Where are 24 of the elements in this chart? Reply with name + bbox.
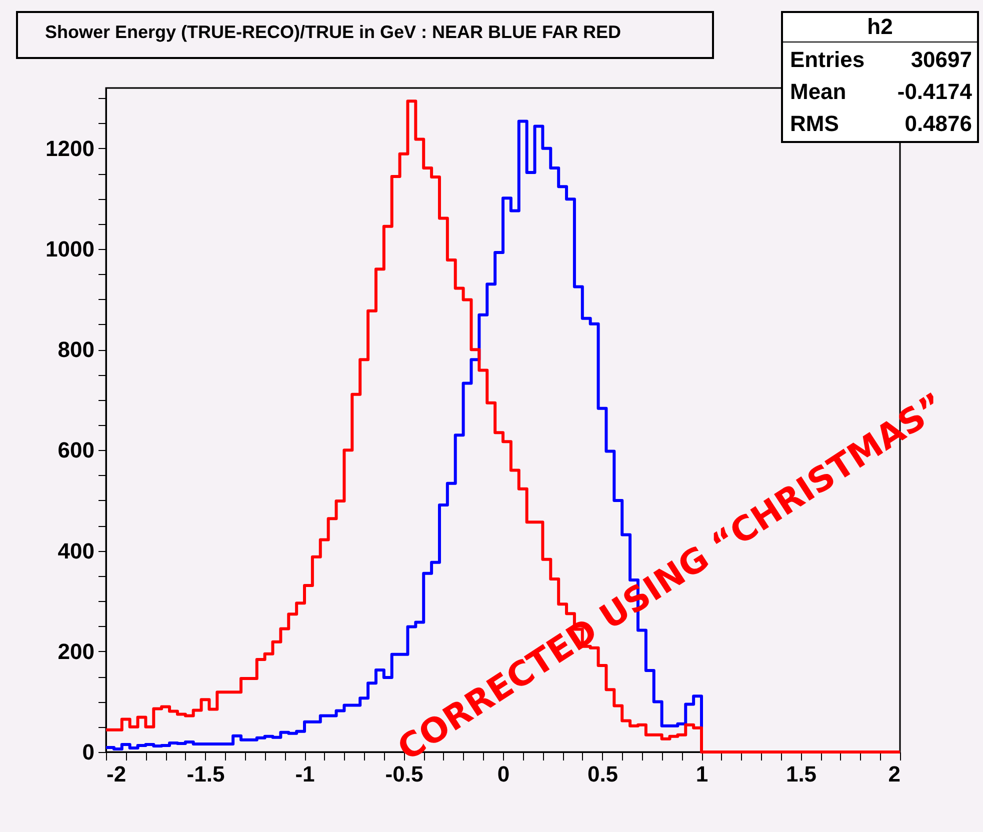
text: Entries bbox=[790, 47, 865, 72]
text: 30697 bbox=[910, 47, 972, 72]
x-tick-label: -1.5 bbox=[186, 762, 225, 786]
y-tick-label: 1000 bbox=[46, 236, 94, 262]
y-tick-label: 400 bbox=[58, 538, 94, 564]
y-tick-label: 600 bbox=[58, 438, 94, 463]
y-tick-label: 0 bbox=[82, 740, 94, 764]
x-tick-label: -0.5 bbox=[385, 762, 424, 786]
x-tick-label: -1 bbox=[295, 762, 315, 786]
y-tick-label: 800 bbox=[58, 337, 94, 362]
x-tick-label: 0.5 bbox=[587, 762, 618, 786]
text: h2 bbox=[867, 14, 893, 39]
y-tick-label: 1200 bbox=[46, 136, 94, 161]
x-tick-label: -2 bbox=[106, 762, 126, 786]
x-tick-label: 1 bbox=[696, 762, 708, 786]
annotation: -0.4174 bbox=[897, 79, 973, 104]
annotation: Mean bbox=[790, 79, 846, 104]
x-tick-label: 2 bbox=[888, 762, 900, 786]
x-tick-label: 0 bbox=[497, 762, 510, 786]
chart-title: Shower Energy (TRUE-RECO)/TRUE in GeV : NEAR BLUE FAR RED bbox=[45, 22, 622, 42]
x-tick-label: 1.5 bbox=[786, 762, 817, 786]
y-tick-label: 200 bbox=[58, 638, 94, 664]
text: 0.4876 bbox=[904, 111, 972, 136]
annotation: RMS bbox=[790, 111, 839, 136]
